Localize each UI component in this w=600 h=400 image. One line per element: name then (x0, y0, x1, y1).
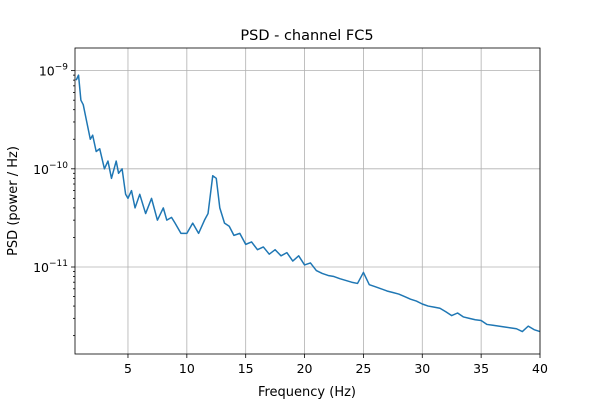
y-tick-label: 10−11 (33, 259, 68, 275)
x-tick-label: 20 (297, 361, 313, 376)
chart-title: PSD - channel FC5 (240, 28, 373, 44)
plot-frame (74, 47, 541, 355)
x-tick-label: 5 (124, 361, 132, 376)
y-tick-label: 10−10 (33, 161, 68, 177)
x-tick-label: 25 (355, 361, 371, 376)
psd-series-line (75, 74, 541, 333)
x-tick-label: 10 (179, 361, 195, 376)
x-axis-label: Frequency (Hz) (258, 385, 356, 400)
y-tick-label: 10−9 (39, 63, 68, 79)
y-axis-label: PSD (power / Hz) (6, 146, 21, 256)
x-tick-label: 35 (473, 361, 489, 376)
x-tick-label: 40 (532, 361, 548, 376)
x-tick-label: 30 (414, 361, 430, 376)
tick-layer: 5 10 15 20 25 30 35 40 10−9 10−10 10−11 (33, 63, 548, 376)
grid-layer (75, 48, 541, 354)
x-tick-label: 15 (238, 361, 254, 376)
